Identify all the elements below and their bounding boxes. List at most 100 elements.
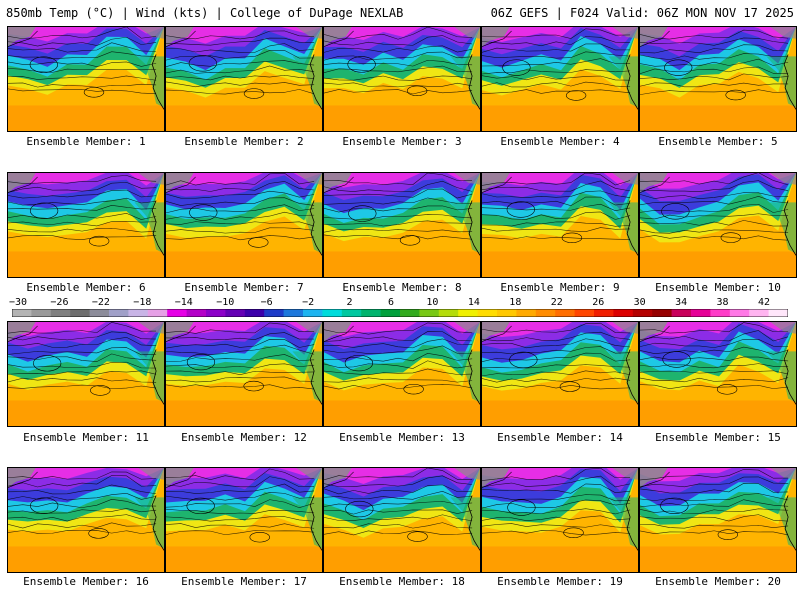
ensemble-member-label: Ensemble Member: 18 bbox=[339, 575, 465, 588]
ensemble-member-label: Ensemble Member: 20 bbox=[655, 575, 781, 588]
header-valid-time: 06Z GEFS | F024 Valid: 06Z MON NOV 17 20… bbox=[490, 6, 794, 20]
colorbar-swatch bbox=[749, 309, 770, 317]
ensemble-member-map bbox=[639, 321, 797, 427]
ensemble-member-label: Ensemble Member: 8 bbox=[342, 281, 462, 294]
colorbar-swatch bbox=[438, 309, 459, 317]
ensemble-member-label: Ensemble Member: 15 bbox=[655, 431, 781, 444]
ensemble-member-map bbox=[323, 467, 481, 573]
colorbar-swatch bbox=[264, 309, 285, 317]
colorbar-swatch bbox=[31, 309, 52, 317]
ensemble-member-map bbox=[481, 467, 639, 573]
colorbar-swatch bbox=[361, 309, 382, 317]
ensemble-member-label: Ensemble Member: 1 bbox=[26, 135, 146, 148]
ensemble-member-label: Ensemble Member: 5 bbox=[658, 135, 778, 148]
colorbar-swatch bbox=[50, 309, 71, 317]
colorbar-tick-label: 10 bbox=[426, 297, 439, 308]
ensemble-member-label: Ensemble Member: 13 bbox=[339, 431, 465, 444]
header-title: 850mb Temp (°C) | Wind (kts) | College o… bbox=[6, 6, 404, 20]
colorbar-swatch bbox=[128, 309, 149, 317]
colorbar-tick-label: 22 bbox=[550, 297, 563, 308]
colorbar-swatch bbox=[89, 309, 110, 317]
colorbar-swatch bbox=[691, 309, 711, 317]
colorbar-swatch bbox=[225, 309, 246, 317]
colorbar-swatch bbox=[613, 309, 634, 317]
ensemble-member-label: Ensemble Member: 3 bbox=[342, 135, 462, 148]
colorbar-swatch bbox=[283, 309, 304, 317]
colorbar-swatch bbox=[574, 309, 595, 317]
colorbar-swatch bbox=[109, 309, 129, 317]
colorbar-swatch bbox=[594, 309, 614, 317]
ensemble-member-label: Ensemble Member: 12 bbox=[181, 431, 307, 444]
ensemble-member-map bbox=[323, 172, 481, 278]
colorbar-swatch bbox=[206, 309, 226, 317]
ensemble-member-label: Ensemble Member: 2 bbox=[184, 135, 304, 148]
colorbar-swatch bbox=[12, 309, 32, 317]
ensemble-member-map bbox=[165, 172, 323, 278]
ensemble-member-map bbox=[7, 321, 165, 427]
ensemble-member-label: Ensemble Member: 6 bbox=[26, 281, 146, 294]
ensemble-member-map bbox=[7, 26, 165, 132]
ensemble-member-map bbox=[165, 321, 323, 427]
colorbar-tick-label: −14 bbox=[174, 297, 193, 308]
colorbar-tick-label: −6 bbox=[260, 297, 273, 308]
ensemble-member-label: Ensemble Member: 17 bbox=[181, 575, 307, 588]
colorbar-swatch bbox=[710, 309, 731, 317]
colorbar-tick-label: −18 bbox=[133, 297, 152, 308]
ensemble-member-map bbox=[639, 172, 797, 278]
colorbar-tick-label: 34 bbox=[675, 297, 688, 308]
colorbar-swatch bbox=[70, 309, 91, 317]
ensemble-member-map bbox=[165, 467, 323, 573]
colorbar-tick-label: 18 bbox=[509, 297, 522, 308]
colorbar-tick-label: −2 bbox=[302, 297, 315, 308]
ensemble-member-label: Ensemble Member: 4 bbox=[500, 135, 620, 148]
colorbar-swatch bbox=[244, 309, 265, 317]
colorbar-swatch bbox=[186, 309, 207, 317]
colorbar-swatch bbox=[419, 309, 440, 317]
colorbar-swatch bbox=[458, 309, 479, 317]
ensemble-member-map bbox=[323, 26, 481, 132]
ensemble-member-label: Ensemble Member: 9 bbox=[500, 281, 620, 294]
temperature-colorbar bbox=[12, 309, 788, 317]
colorbar-tick-label: −22 bbox=[91, 297, 110, 308]
colorbar-swatch bbox=[167, 309, 188, 317]
colorbar-swatch bbox=[652, 309, 673, 317]
colorbar-swatch bbox=[477, 309, 498, 317]
colorbar-tick-label: −30 bbox=[8, 297, 28, 308]
colorbar-tick-label: −26 bbox=[50, 297, 69, 308]
ensemble-member-map bbox=[7, 467, 165, 573]
ensemble-member-map bbox=[323, 321, 481, 427]
colorbar-swatch bbox=[147, 309, 168, 317]
colorbar-tick-label: 30 bbox=[633, 297, 646, 308]
colorbar-swatch bbox=[400, 309, 420, 317]
ensemble-member-label: Ensemble Member: 14 bbox=[497, 431, 623, 444]
ensemble-member-label: Ensemble Member: 16 bbox=[23, 575, 149, 588]
ensemble-member-map bbox=[481, 321, 639, 427]
ensemble-member-map bbox=[481, 172, 639, 278]
ensemble-member-map bbox=[639, 26, 797, 132]
colorbar-swatch bbox=[303, 309, 323, 317]
ensemble-member-label: Ensemble Member: 19 bbox=[497, 575, 623, 588]
ensemble-member-label: Ensemble Member: 11 bbox=[23, 431, 149, 444]
colorbar-tick-label: 6 bbox=[387, 297, 395, 308]
colorbar-tick-label: 38 bbox=[716, 297, 729, 308]
colorbar-swatch bbox=[516, 309, 537, 317]
colorbar-tick-label: 26 bbox=[592, 297, 605, 308]
colorbar-tick-label: 2 bbox=[346, 297, 353, 308]
colorbar-swatch bbox=[341, 309, 362, 317]
colorbar-swatch bbox=[729, 309, 750, 317]
colorbar-swatch bbox=[768, 309, 788, 317]
colorbar-swatch bbox=[535, 309, 556, 317]
colorbar-tick-label: 14 bbox=[467, 297, 480, 308]
colorbar-tick-label: −10 bbox=[216, 297, 235, 308]
ensemble-member-map bbox=[165, 26, 323, 132]
colorbar-swatch bbox=[497, 309, 517, 317]
ensemble-member-map bbox=[481, 26, 639, 132]
colorbar-swatch bbox=[671, 309, 692, 317]
colorbar-tick-labels: −30 −26 −22 −18 −14 −10 −6 −2 2 6 10 14 18 22 26 30 34 38… bbox=[0, 297, 800, 309]
ensemble-member-label: Ensemble Member: 7 bbox=[184, 281, 304, 294]
colorbar-swatch bbox=[380, 309, 401, 317]
ensemble-member-label: Ensemble Member: 10 bbox=[655, 281, 781, 294]
ensemble-member-map bbox=[639, 467, 797, 573]
colorbar-swatch bbox=[632, 309, 653, 317]
colorbar-swatch bbox=[555, 309, 576, 317]
